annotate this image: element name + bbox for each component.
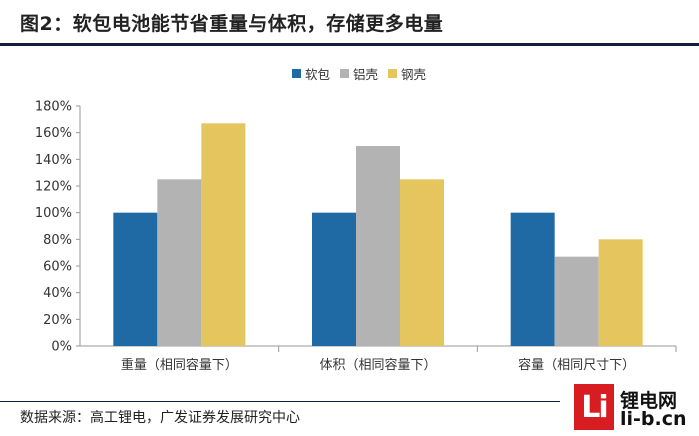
bar-钢壳 [201,123,246,346]
legend: 软包 铝壳 钢壳 [292,64,426,83]
x-category-label: 容量（相同尺寸下） [518,357,635,373]
y-tick-label: 60% [43,260,72,275]
watermark-line2: li-b.cn [620,408,687,430]
bar-chart: 0% 20% 40% 60% 80% 100% 120% 140% 160% 180% 重量（相同容… [35,100,677,373]
y-tick-label: 140% [35,153,72,168]
legend-item-铝壳: 铝壳 [340,64,378,83]
legend-item-钢壳: 钢壳 [388,64,426,83]
x-category-label: 重量（相同容量下） [121,357,238,373]
bar-钢壳 [400,179,444,346]
y-tick-label: 80% [43,233,72,248]
legend-swatch-钢壳 [388,68,398,78]
title-bar: 图2：软包电池能节省重量与体积，存储更多电量 [0,0,699,46]
bar-铝壳 [356,146,400,346]
source-divider [0,401,560,402]
bar-钢壳 [598,239,643,346]
source-note: 数据来源：高工锂电，广发证券发展研究中心 [20,410,300,426]
legend-swatch-软包 [292,68,301,78]
legend-label-钢壳: 钢壳 [401,66,427,82]
legend-swatch-铝壳 [340,68,350,78]
legend-label-铝壳: 铝壳 [353,66,379,82]
watermark-logo: Li 锂电网 li-b.cn [574,384,694,432]
bar-软包 [113,212,158,346]
y-tick-label: 180% [35,100,72,115]
bar-软包 [510,212,555,346]
y-tick-label: 100% [35,206,72,221]
x-category-label: 体积（相同容量下） [319,357,436,373]
y-tick-label: 120% [35,180,72,195]
y-tick-label: 160% [35,126,72,141]
y-tick-label: 40% [43,286,72,301]
bar-铝壳 [157,179,202,346]
chart-title: 图2：软包电池能节省重量与体积，存储更多电量 [20,13,444,35]
y-tick-label: 20% [43,313,72,328]
y-tick-label: 0% [51,340,72,355]
legend-label-软包: 软包 [305,66,331,82]
legend-item-软包: 软包 [292,64,330,83]
bar-铝壳 [554,256,599,346]
watermark-line1: 锂电网 [620,390,678,412]
bar-软包 [312,212,356,346]
watermark-mark: Li [574,384,614,430]
